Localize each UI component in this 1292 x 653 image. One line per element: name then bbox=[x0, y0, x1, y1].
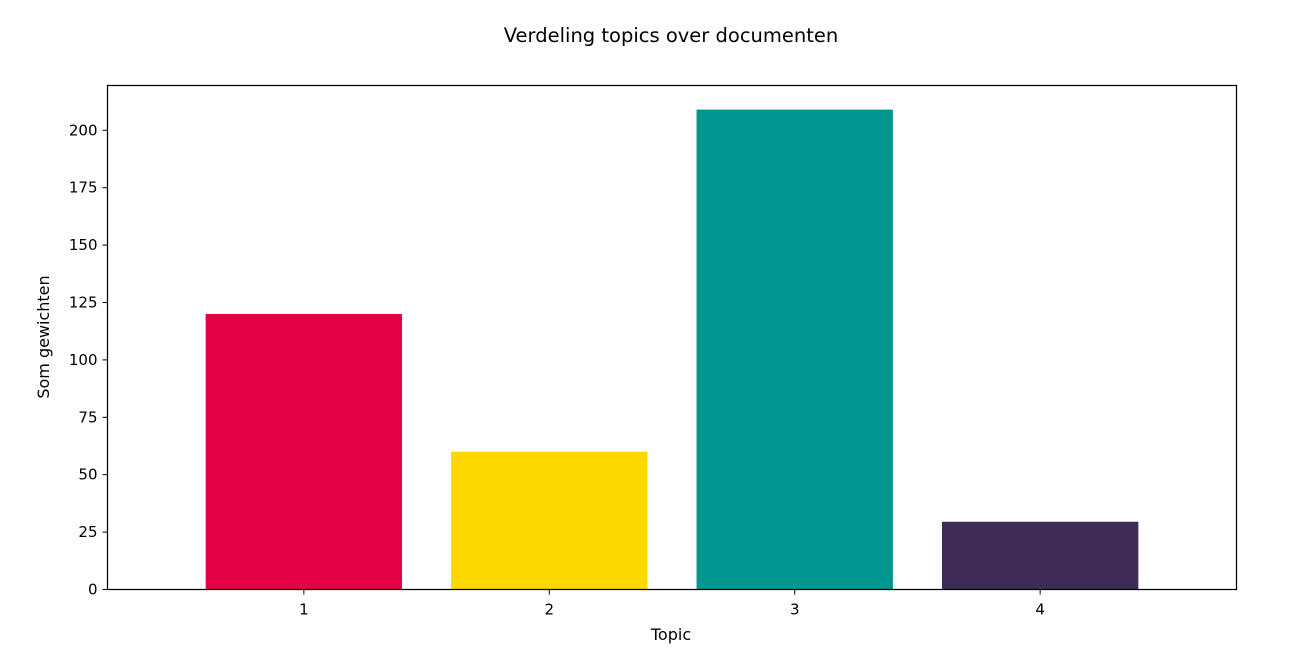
y-tick-label: 175 bbox=[69, 179, 98, 197]
bar-topic-2 bbox=[451, 451, 648, 590]
x-tick-label: 3 bbox=[790, 601, 800, 619]
x-tick-label: 4 bbox=[1035, 601, 1045, 619]
x-tick-label: 1 bbox=[299, 601, 309, 619]
chart-title: Verdeling topics over documenten bbox=[504, 24, 839, 47]
y-tick-label: 50 bbox=[78, 466, 97, 484]
y-tick-label: 100 bbox=[69, 351, 98, 369]
y-tick-label: 125 bbox=[69, 293, 98, 311]
y-tick-label: 200 bbox=[69, 121, 98, 139]
x-axis-label: Topic bbox=[650, 625, 691, 644]
x-axis: 1 2 3 4 bbox=[299, 589, 1045, 619]
bar-topic-3 bbox=[696, 109, 893, 590]
y-axis-label: Som gewichten bbox=[34, 275, 53, 398]
y-tick-label: 0 bbox=[88, 581, 98, 599]
bar-topic-1 bbox=[205, 313, 403, 590]
x-tick-label: 2 bbox=[545, 601, 555, 619]
bar-topic-4 bbox=[941, 521, 1139, 590]
y-axis: 0 25 50 75 100 125 150 175 200 bbox=[69, 121, 108, 599]
bars-group bbox=[205, 109, 1139, 590]
y-tick-label: 75 bbox=[78, 408, 97, 426]
y-tick-label: 25 bbox=[78, 523, 97, 541]
y-tick-label: 150 bbox=[69, 236, 98, 254]
plot-frame bbox=[106, 84, 1238, 591]
